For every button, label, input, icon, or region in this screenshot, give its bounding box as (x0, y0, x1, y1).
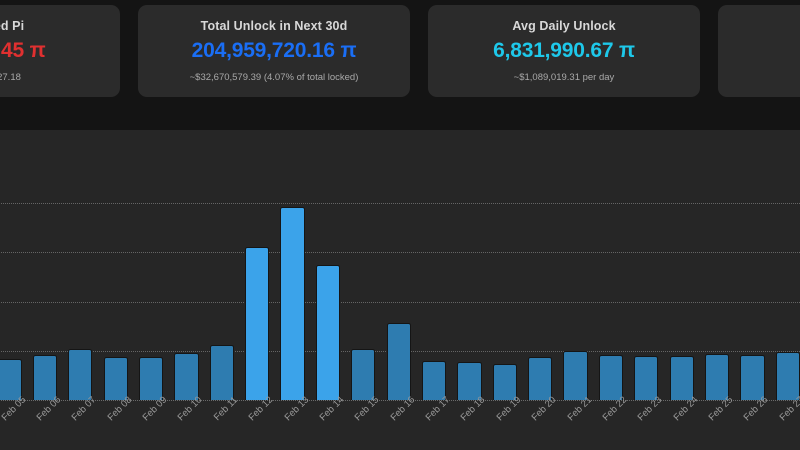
chart-x-tick: Feb 17 (422, 395, 453, 450)
chart-x-tick: Feb 12 (245, 395, 276, 450)
chart-x-tick: Feb 19 (493, 395, 523, 450)
chart-bar[interactable] (0, 359, 22, 400)
stat-card-value: 6,831,990.67 π (493, 39, 635, 63)
chart-x-tick: Feb 25 (705, 395, 736, 450)
stat-card-title: Total Unlock in Next 30d (200, 19, 348, 34)
chart-bar[interactable] (740, 355, 765, 400)
chart-x-tick: Feb 23 (634, 395, 665, 450)
stat-card-peak-unlock-day[interactable]: 22, ~ (718, 5, 800, 97)
chart-gridline (0, 301, 800, 303)
chart-bar[interactable] (775, 352, 800, 400)
chart-x-tick: Feb 22 (599, 395, 629, 450)
chart-x-tick: Feb 08 (104, 395, 134, 450)
stat-card-total-locked-pi[interactable]: ed Pi 94.45 π 27.18 (0, 5, 120, 97)
chart-bar[interactable] (704, 354, 730, 400)
chart-x-tick: Feb 24 (670, 395, 700, 450)
chart-x-tick: Feb 18 (457, 395, 488, 450)
chart-bar[interactable] (669, 356, 694, 400)
chart-x-tick: Feb 11 (210, 395, 240, 450)
chart-bar[interactable] (315, 265, 341, 400)
stat-card-value: 204,959,720.16 π (191, 39, 357, 63)
chart-bars (0, 203, 800, 400)
chart-bar[interactable] (634, 356, 659, 400)
chart-bar[interactable] (492, 364, 517, 400)
chart-plot-area (0, 203, 800, 401)
chart-bar[interactable] (598, 355, 624, 400)
chart-bar[interactable] (245, 247, 270, 400)
stat-card-subtitle: ~$32,670,579.39 (4.07% of total locked) (189, 71, 359, 83)
chart-gridline (0, 203, 800, 204)
chart-bar[interactable] (351, 349, 376, 400)
chart-bar[interactable] (138, 357, 164, 400)
chart-x-tick: Feb 05 (0, 395, 28, 450)
chart-x-tick: Feb 06 (33, 395, 63, 450)
stat-card-total-unlock-next-30d[interactable]: Total Unlock in Next 30d 204,959,720.16 … (138, 5, 410, 97)
chart-bar[interactable] (174, 353, 199, 400)
chart-x-tick: Feb 20 (528, 395, 559, 450)
chart-x-tick: Feb 21 (563, 395, 594, 450)
stat-cards-strip: ed Pi 94.45 π 27.18 Total Unlock in Next… (0, 0, 800, 130)
chart-bar[interactable] (103, 357, 128, 400)
chart-bar[interactable] (421, 361, 447, 400)
chart-x-tick: Feb 26 (740, 395, 771, 450)
chart-x-tick: Feb 13 (280, 395, 311, 450)
chart-x-tick: Feb 14 (316, 395, 346, 450)
stat-card-subtitle: ~$1,089,019.31 per day (513, 71, 615, 83)
chart-bar[interactable] (68, 349, 93, 400)
chart-bar[interactable] (209, 345, 234, 400)
chart-x-tick: Feb 07 (68, 395, 99, 450)
chart-x-tick: Feb 10 (174, 395, 205, 450)
chart-x-tick: Feb 16 (387, 395, 417, 450)
stat-card-avg-daily-unlock[interactable]: Avg Daily Unlock 6,831,990.67 π ~$1,089,… (428, 5, 700, 97)
chart-bar[interactable] (528, 357, 553, 400)
chart-bar[interactable] (563, 351, 588, 400)
chart-bar[interactable] (280, 207, 305, 400)
stat-card-subtitle: 27.18 (0, 71, 21, 83)
stat-card-title: Avg Daily Unlock (512, 19, 616, 34)
chart-bar[interactable] (32, 355, 58, 400)
chart-bar[interactable] (457, 362, 482, 400)
chart-bar[interactable] (386, 323, 411, 400)
chart-x-tick: Feb 09 (139, 395, 170, 450)
chart-x-tick: Feb 27 (776, 395, 800, 450)
chart-x-tick: Feb 15 (351, 395, 382, 450)
stat-card-value: 94.45 π (0, 39, 46, 63)
chart-x-axis-line (0, 400, 800, 401)
chart-gridline (0, 252, 800, 254)
stat-card-title: ed Pi (0, 19, 25, 34)
